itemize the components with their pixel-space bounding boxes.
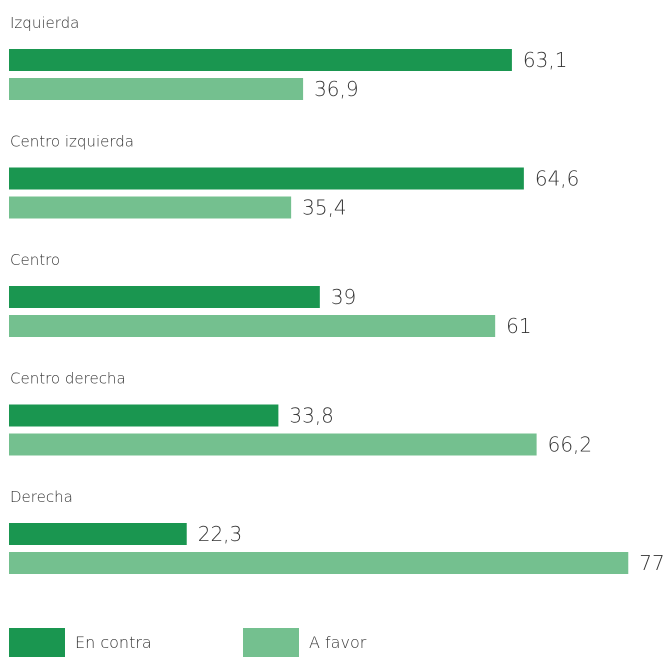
legend-label: En contra <box>75 633 152 652</box>
data-label: 64,6 <box>535 167 580 191</box>
data-label: 61 <box>506 314 531 338</box>
legend-item: En contra <box>9 628 152 657</box>
legend-swatch <box>9 628 65 657</box>
data-label: 22,3 <box>198 522 243 546</box>
bar <box>9 523 187 545</box>
data-label: 63,1 <box>523 48 568 72</box>
data-label: 35,4 <box>302 196 347 220</box>
category-label: Centro derecha <box>10 370 126 388</box>
legend-swatch <box>243 628 299 657</box>
bars-layer: Izquierda 63,1 36,9 Centro izquierda 64,6 35,… <box>9 14 667 575</box>
bar <box>9 404 279 427</box>
category-label: Centro <box>10 251 60 269</box>
legend-item: A favor <box>243 628 367 657</box>
category-group: Centro izquierda 64,6 35,4 <box>9 133 579 220</box>
data-label: 77,7 <box>639 551 667 575</box>
data-label: 39 <box>331 285 356 309</box>
legend-label: A favor <box>309 633 367 652</box>
category-group: Centro 39 61 <box>9 251 532 338</box>
category-label: Derecha <box>10 488 73 506</box>
category-group: Centro derecha 33,8 66,2 <box>9 370 592 457</box>
bar <box>9 286 320 308</box>
bar <box>9 49 512 71</box>
bar <box>9 167 524 190</box>
bar <box>9 78 304 100</box>
category-label: Centro izquierda <box>10 133 134 151</box>
bar <box>9 552 629 574</box>
data-label: 36,9 <box>314 77 359 101</box>
bar <box>9 433 537 456</box>
bar <box>9 315 496 337</box>
data-label: 33,8 <box>289 404 334 428</box>
data-label: 66,2 <box>548 433 593 457</box>
category-group: Izquierda 63,1 36,9 <box>9 14 567 101</box>
bar <box>9 196 292 219</box>
category-group: Derecha 22,3 77,7 <box>9 488 667 575</box>
legend: En contra A favor <box>9 628 367 657</box>
category-label: Izquierda <box>10 14 79 32</box>
